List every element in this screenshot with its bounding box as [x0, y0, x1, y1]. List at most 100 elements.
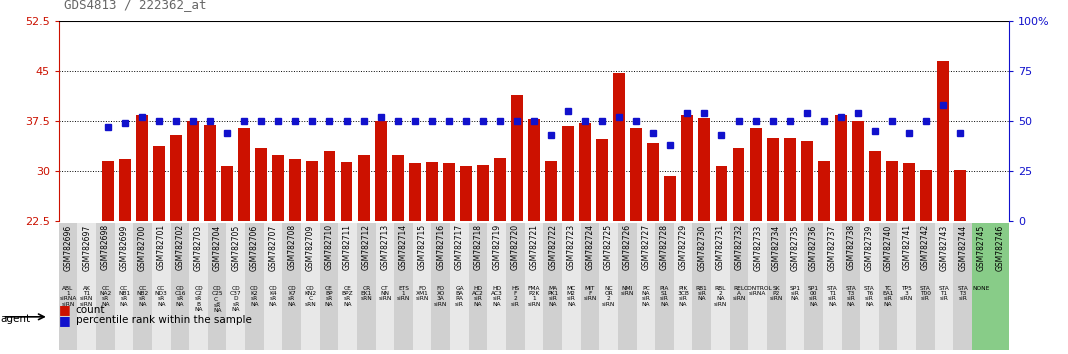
Text: MIT
F
siRN: MIT F siRN: [583, 286, 597, 301]
Bar: [711, 223, 729, 285]
Bar: [171, 223, 189, 285]
Bar: [767, 285, 786, 350]
Text: GSM782697: GSM782697: [82, 224, 91, 270]
Bar: [319, 285, 339, 350]
Text: GSM782710: GSM782710: [325, 224, 333, 270]
Text: GSM782711: GSM782711: [343, 224, 352, 270]
Bar: [528, 119, 540, 221]
Bar: [289, 159, 301, 221]
Bar: [562, 223, 581, 285]
Text: GSM782739: GSM782739: [865, 224, 874, 270]
Text: ■: ■: [59, 314, 70, 327]
Text: HD
AC2
siR
NA: HD AC2 siR NA: [472, 286, 484, 307]
Text: CC
ND3
sR
NA: CC ND3 sR NA: [155, 286, 168, 307]
Text: PIA
S1
siR
NA: PIA S1 siR NA: [660, 286, 670, 307]
Bar: [716, 166, 727, 221]
Bar: [226, 285, 246, 350]
Text: GSM782728: GSM782728: [660, 224, 669, 270]
Bar: [59, 223, 77, 285]
Bar: [114, 223, 134, 285]
Bar: [376, 223, 394, 285]
Bar: [972, 285, 991, 350]
Text: GSM782726: GSM782726: [623, 224, 631, 270]
Bar: [171, 285, 189, 350]
Bar: [674, 285, 692, 350]
Text: GSM782727: GSM782727: [641, 224, 650, 270]
Text: GSM782738: GSM782738: [846, 224, 855, 270]
Text: GSM782734: GSM782734: [772, 224, 781, 270]
Bar: [114, 285, 134, 350]
Bar: [339, 223, 357, 285]
Text: RB1
siR
NA: RB1 siR NA: [696, 286, 708, 301]
Bar: [524, 223, 544, 285]
Bar: [319, 223, 339, 285]
Bar: [711, 285, 729, 350]
Bar: [934, 285, 954, 350]
Bar: [506, 285, 524, 350]
Bar: [954, 285, 972, 350]
Text: CD
K7
sR
NA: CD K7 sR NA: [287, 286, 296, 307]
Text: count: count: [76, 305, 106, 315]
Text: GSM782742: GSM782742: [921, 224, 930, 270]
Bar: [77, 223, 96, 285]
Text: CD
C2
sR
B
NA: CD C2 sR B NA: [194, 286, 203, 312]
Bar: [357, 285, 376, 350]
Text: CR
EK1
sRN: CR EK1 sRN: [360, 286, 372, 301]
Bar: [767, 223, 786, 285]
Bar: [339, 285, 357, 350]
Bar: [134, 285, 152, 350]
Bar: [324, 151, 335, 221]
Text: GSM782744: GSM782744: [958, 224, 968, 270]
Bar: [786, 223, 804, 285]
Bar: [136, 115, 148, 221]
Bar: [152, 223, 171, 285]
Bar: [392, 155, 404, 221]
Bar: [134, 223, 152, 285]
Text: percentile rank within the sample: percentile rank within the sample: [76, 315, 252, 325]
Bar: [189, 285, 208, 350]
Bar: [246, 223, 264, 285]
Text: TC
EA1
siR
NA: TC EA1 siR NA: [882, 286, 894, 307]
Text: GSM782708: GSM782708: [287, 224, 296, 270]
Text: NC
OR
2
siRN: NC OR 2 siRN: [602, 286, 615, 307]
Text: GSM782712: GSM782712: [362, 224, 371, 270]
Bar: [357, 223, 376, 285]
Bar: [897, 285, 916, 350]
Text: CE
BPZ
sR
NA: CE BPZ sR NA: [342, 286, 354, 307]
Bar: [991, 285, 1009, 350]
Bar: [152, 285, 171, 350]
Text: GSM782743: GSM782743: [940, 224, 948, 270]
Text: TP5
3
siRN: TP5 3 siRN: [900, 286, 913, 301]
Bar: [613, 73, 625, 221]
Text: CC
NB1
sR
NA: CC NB1 sR NA: [117, 286, 130, 307]
Text: STA
T6
siR
NA: STA T6 siR NA: [864, 286, 875, 307]
Bar: [101, 161, 114, 221]
Bar: [822, 223, 842, 285]
Bar: [264, 223, 282, 285]
Bar: [208, 285, 226, 350]
Bar: [77, 285, 96, 350]
Text: NMI
siRN: NMI siRN: [621, 286, 634, 296]
Text: GSM782702: GSM782702: [175, 224, 185, 270]
Bar: [804, 285, 822, 350]
Bar: [413, 285, 431, 350]
Text: GSM782699: GSM782699: [120, 224, 128, 270]
Text: CD
C25
C_
sR
NA: CD C25 C_ sR NA: [211, 286, 223, 313]
Text: agent: agent: [0, 314, 30, 324]
Text: CC
NB2
sR
NA: CC NB2 sR NA: [137, 286, 148, 307]
Bar: [954, 223, 972, 285]
Bar: [469, 285, 487, 350]
Text: ETS
1
siRN: ETS 1 siRN: [397, 286, 410, 301]
Text: FMA
P2K
1
siRN: FMA P2K 1 siRN: [528, 286, 540, 307]
Bar: [189, 223, 208, 285]
Bar: [879, 223, 897, 285]
Bar: [733, 148, 744, 221]
Bar: [729, 285, 749, 350]
Bar: [341, 162, 352, 221]
Bar: [729, 223, 749, 285]
Bar: [96, 285, 114, 350]
Text: GSM782724: GSM782724: [585, 224, 595, 270]
Bar: [596, 139, 608, 221]
Bar: [226, 223, 246, 285]
Bar: [581, 223, 599, 285]
